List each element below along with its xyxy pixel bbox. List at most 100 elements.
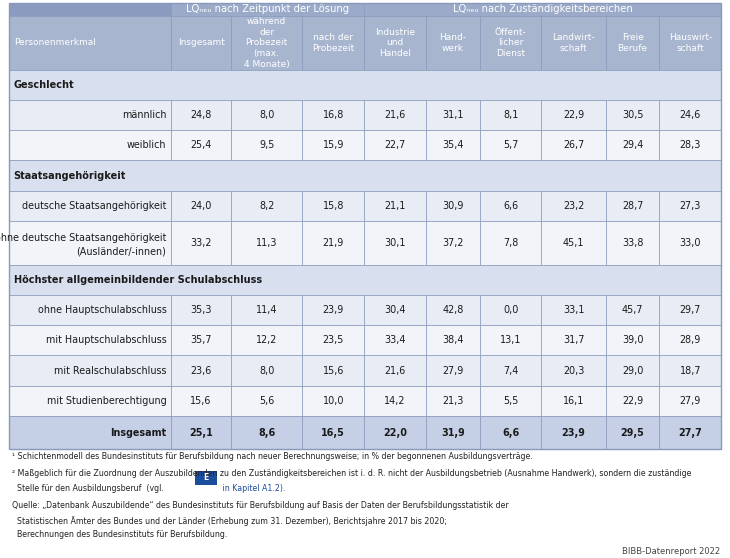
Bar (364, 325, 426, 355)
Text: ohne deutsche Staatsangehörigkeit: ohne deutsche Staatsangehörigkeit (0, 233, 166, 243)
Bar (231, 191, 302, 221)
Bar (302, 416, 364, 449)
Text: mit Studienberechtigung: mit Studienberechtigung (47, 396, 166, 406)
Text: 35,3: 35,3 (191, 305, 212, 315)
Bar (542, 295, 606, 325)
Text: 8,0: 8,0 (259, 365, 274, 376)
Text: 11,3: 11,3 (255, 238, 277, 248)
Bar (9, 386, 172, 416)
Text: 5,6: 5,6 (259, 396, 274, 406)
Text: 37,2: 37,2 (442, 238, 464, 248)
Bar (480, 355, 542, 386)
Bar (480, 191, 542, 221)
Text: 27,9: 27,9 (442, 365, 464, 376)
Text: 8,2: 8,2 (259, 201, 274, 211)
Bar (364, 386, 426, 416)
Text: 15,6: 15,6 (191, 396, 212, 406)
Text: 23,9: 23,9 (323, 305, 344, 315)
Text: Insgesamt: Insgesamt (177, 39, 225, 47)
Text: 24,0: 24,0 (191, 201, 212, 211)
Text: 31,7: 31,7 (563, 335, 585, 345)
Bar (542, 416, 606, 449)
Bar (231, 221, 302, 264)
Text: 22,9: 22,9 (563, 110, 584, 120)
Text: 45,7: 45,7 (622, 305, 643, 315)
Text: 33,4: 33,4 (384, 335, 406, 345)
Bar (606, 325, 659, 355)
Text: Geschlecht: Geschlecht (14, 80, 74, 90)
Bar (231, 386, 302, 416)
Text: 38,4: 38,4 (442, 335, 464, 345)
Text: 31,9: 31,9 (441, 427, 465, 437)
Text: 8,1: 8,1 (503, 110, 518, 120)
Text: 14,2: 14,2 (385, 396, 406, 406)
Bar (172, 325, 231, 355)
Bar (542, 325, 606, 355)
Bar (542, 16, 606, 70)
Text: deutsche Staatsangehörigkeit: deutsche Staatsangehörigkeit (22, 201, 166, 211)
Text: 28,9: 28,9 (680, 335, 701, 345)
Text: 26,7: 26,7 (563, 140, 584, 150)
Bar (659, 355, 721, 386)
Text: 8,0: 8,0 (259, 110, 274, 120)
Bar (9, 416, 172, 449)
Text: 27,3: 27,3 (680, 201, 701, 211)
Text: 35,7: 35,7 (191, 335, 212, 345)
Text: 45,1: 45,1 (563, 238, 585, 248)
Bar (172, 191, 231, 221)
Text: BIBB-Datenreport 2022: BIBB-Datenreport 2022 (622, 547, 720, 556)
Text: 13,1: 13,1 (500, 335, 521, 345)
Bar (606, 355, 659, 386)
Bar (172, 295, 231, 325)
Bar (659, 130, 721, 161)
Text: 18,7: 18,7 (680, 365, 701, 376)
Bar (606, 191, 659, 221)
Text: 20,3: 20,3 (563, 365, 584, 376)
Bar (9, 130, 172, 161)
Text: Insgesamt: Insgesamt (110, 427, 166, 437)
Bar (9, 161, 721, 191)
Text: 15,9: 15,9 (323, 140, 344, 150)
Text: 16,5: 16,5 (321, 427, 345, 437)
Text: 33,0: 33,0 (680, 238, 701, 248)
Text: Höchster allgemeinbildender Schulabschluss: Höchster allgemeinbildender Schulabschlu… (14, 275, 262, 285)
Bar (231, 325, 302, 355)
Bar (426, 355, 480, 386)
Text: 29,7: 29,7 (680, 305, 701, 315)
Text: 21,1: 21,1 (385, 201, 406, 211)
Bar (364, 416, 426, 449)
Bar (659, 325, 721, 355)
Text: 7,8: 7,8 (503, 238, 518, 248)
Bar (172, 100, 231, 130)
Bar (364, 16, 426, 70)
Bar (659, 100, 721, 130)
Text: 30,5: 30,5 (622, 110, 643, 120)
Bar (364, 221, 426, 264)
Bar (364, 191, 426, 221)
Text: 21,3: 21,3 (442, 396, 464, 406)
Bar (364, 130, 426, 161)
Bar (172, 386, 231, 416)
Text: 23,9: 23,9 (561, 427, 585, 437)
Bar (196, 470, 217, 485)
Text: 25,1: 25,1 (189, 427, 213, 437)
Bar (480, 221, 542, 264)
Text: 23,6: 23,6 (191, 365, 212, 376)
Text: Berechnungen des Bundesinstituts für Berufsbildung.: Berechnungen des Bundesinstituts für Ber… (12, 530, 227, 539)
Bar (542, 130, 606, 161)
Bar (480, 100, 542, 130)
Bar (172, 416, 231, 449)
Bar (9, 264, 721, 295)
Text: 8,6: 8,6 (258, 427, 275, 437)
Text: 28,7: 28,7 (622, 201, 643, 211)
Text: Freie
Berufe: Freie Berufe (618, 33, 648, 53)
Text: 28,3: 28,3 (680, 140, 701, 150)
Bar (659, 386, 721, 416)
Bar (302, 16, 364, 70)
Bar (231, 130, 302, 161)
Text: LQₙₑᵤ nach Zuständigkeitsbereichen: LQₙₑᵤ nach Zuständigkeitsbereichen (453, 4, 633, 15)
Text: weiblich: weiblich (127, 140, 166, 150)
Bar (9, 16, 172, 70)
Text: 27,9: 27,9 (680, 396, 701, 406)
Bar (172, 355, 231, 386)
